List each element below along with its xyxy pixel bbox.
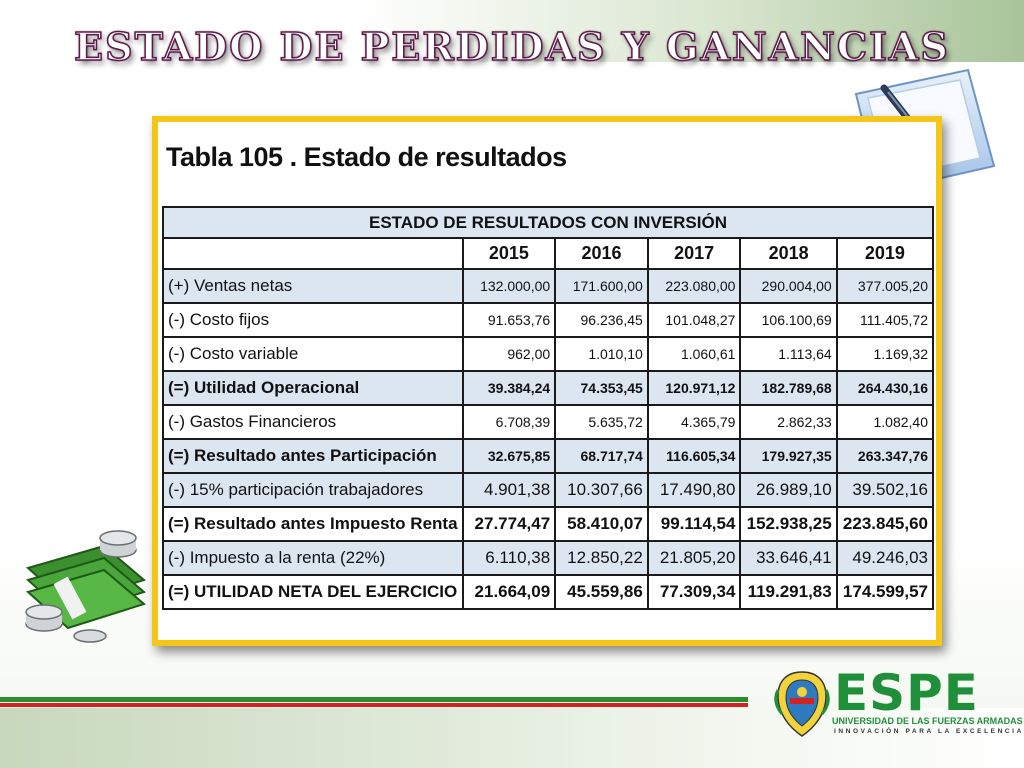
row-value: 264.430,16 xyxy=(835,370,935,406)
year-header: 2019 xyxy=(835,237,935,270)
table-row: (-) Costo variable 962,00 1.010,10 1.060… xyxy=(162,336,935,372)
row-label: (-) Costo variable xyxy=(162,336,464,372)
table-row: (-) 15% participación trabajadores 4.901… xyxy=(162,472,935,508)
row-value: 1.010,10 xyxy=(554,336,649,372)
year-header: 2016 xyxy=(554,237,649,270)
row-label: (=) UTILIDAD NETA DEL EJERCICIO xyxy=(162,574,464,610)
table-row: (=) Resultado antes Impuesto Renta 27.77… xyxy=(162,506,935,542)
row-value: 68.717,74 xyxy=(554,438,649,474)
row-value: 39.384,24 xyxy=(461,370,557,406)
espe-logo: ESPE UNIVERSIDAD DE LAS FUERZAS ARMADAS … xyxy=(772,664,1023,742)
row-value: 1.082,40 xyxy=(835,404,935,440)
row-value: 116.605,34 xyxy=(646,438,742,474)
row-value: 106.100,69 xyxy=(739,302,838,338)
logo-subtitle: UNIVERSIDAD DE LAS FUERZAS ARMADAS xyxy=(832,716,1023,726)
row-value: 96.236,45 xyxy=(554,302,649,338)
row-value: 132.000,00 xyxy=(461,268,557,304)
year-header-row: 2015 2016 2017 2018 2019 xyxy=(162,237,935,270)
row-value: 152.938,25 xyxy=(739,506,838,542)
row-value: 21.805,20 xyxy=(646,540,742,576)
row-value: 58.410,07 xyxy=(554,506,649,542)
table-header-row: ESTADO DE RESULTADOS CON INVERSIÓN xyxy=(162,206,934,239)
year-header-empty xyxy=(162,237,464,270)
logo-motto: INNOVACIÓN PARA LA EXCELENCIA xyxy=(834,728,1024,735)
year-header: 2015 xyxy=(461,237,557,270)
row-value: 290.004,00 xyxy=(739,268,838,304)
table-row: (-) Costo fijos 91.653,76 96.236,45 101.… xyxy=(162,302,935,338)
row-value: 33.646,41 xyxy=(739,540,838,576)
row-value: 91.653,76 xyxy=(461,302,557,338)
row-value: 182.789,68 xyxy=(739,370,838,406)
row-value: 223.080,00 xyxy=(646,268,742,304)
row-label: (=) Resultado antes Participación xyxy=(162,438,464,474)
top-background-band xyxy=(0,0,1024,62)
row-label: (-) Impuesto a la renta (22%) xyxy=(162,540,464,576)
row-label: (=) Resultado antes Impuesto Renta xyxy=(162,506,464,542)
row-value: 119.291,83 xyxy=(739,574,838,610)
row-value: 111.405,72 xyxy=(835,302,935,338)
row-value: 27.774,47 xyxy=(461,506,557,542)
row-value: 962,00 xyxy=(461,336,557,372)
income-statement-table: ESTADO DE RESULTADOS CON INVERSIÓN 2015 … xyxy=(162,206,935,610)
row-value: 12.850,22 xyxy=(554,540,649,576)
year-header: 2018 xyxy=(739,237,838,270)
row-value: 171.600,00 xyxy=(554,268,649,304)
row-value: 21.664,09 xyxy=(461,574,557,610)
row-label: (=) Utilidad Operacional xyxy=(162,370,464,406)
row-value: 223.845,60 xyxy=(835,506,935,542)
row-value: 101.048,27 xyxy=(646,302,742,338)
logo-name: ESPE xyxy=(834,664,979,722)
slide-title: Estado de perdidas y ganancias xyxy=(73,23,950,70)
row-value: 1.060,61 xyxy=(646,336,742,372)
row-value: 49.246,03 xyxy=(835,540,935,576)
bottom-background-band xyxy=(0,708,1024,768)
table-row: (-) Impuesto a la renta (22%) 6.110,38 1… xyxy=(162,540,935,576)
table-row: (-) Gastos Financieros 6.708,39 5.635,72… xyxy=(162,404,935,440)
row-value: 120.971,12 xyxy=(646,370,742,406)
row-value: 6.110,38 xyxy=(461,540,557,576)
table-panel: Tabla 105 . Estado de resultados ESTADO … xyxy=(158,122,936,640)
table-frame: Tabla 105 . Estado de resultados ESTADO … xyxy=(152,116,942,646)
red-divider-stripe xyxy=(0,703,748,707)
row-label: (-) Costo fijos xyxy=(162,302,464,338)
row-value: 77.309,34 xyxy=(646,574,742,610)
row-value: 10.307,66 xyxy=(554,472,649,508)
row-value: 74.353,45 xyxy=(554,370,649,406)
row-value: 174.599,57 xyxy=(835,574,935,610)
row-value: 179.927,35 xyxy=(739,438,838,474)
row-value: 4.901,38 xyxy=(461,472,557,508)
table-row: (+) Ventas netas 132.000,00 171.600,00 2… xyxy=(162,268,935,304)
row-value: 4.365,79 xyxy=(646,404,742,440)
university-crest-icon xyxy=(774,671,830,737)
row-label: (+) Ventas netas xyxy=(162,268,464,304)
row-value: 26.989,10 xyxy=(739,472,838,508)
row-value: 45.559,86 xyxy=(554,574,649,610)
row-label: (-) Gastos Financieros xyxy=(162,404,464,440)
row-value: 6.708,39 xyxy=(461,404,557,440)
row-value: 1.169,32 xyxy=(835,336,935,372)
table-row: (=) UTILIDAD NETA DEL EJERCICIO 21.664,0… xyxy=(162,574,935,610)
table-row: (=) Resultado antes Participación 32.675… xyxy=(162,438,935,474)
table-caption: Tabla 105 . Estado de resultados xyxy=(166,142,567,172)
row-value: 1.113,64 xyxy=(739,336,838,372)
row-value: 39.502,16 xyxy=(835,472,935,508)
row-value: 377.005,20 xyxy=(835,268,935,304)
row-value: 263.347,76 xyxy=(835,438,935,474)
row-value: 2.862,33 xyxy=(739,404,838,440)
row-value: 17.490,80 xyxy=(646,472,742,508)
row-label: (-) 15% participación trabajadores xyxy=(162,472,464,508)
year-header: 2017 xyxy=(646,237,742,270)
row-value: 5.635,72 xyxy=(554,404,649,440)
row-value: 32.675,85 xyxy=(461,438,557,474)
row-value: 99.114,54 xyxy=(646,506,742,542)
table-header: ESTADO DE RESULTADOS CON INVERSIÓN xyxy=(162,206,934,239)
money-stack-icon xyxy=(25,530,147,643)
green-divider-stripe xyxy=(0,697,748,702)
table-row: (=) Utilidad Operacional 39.384,24 74.35… xyxy=(162,370,935,406)
